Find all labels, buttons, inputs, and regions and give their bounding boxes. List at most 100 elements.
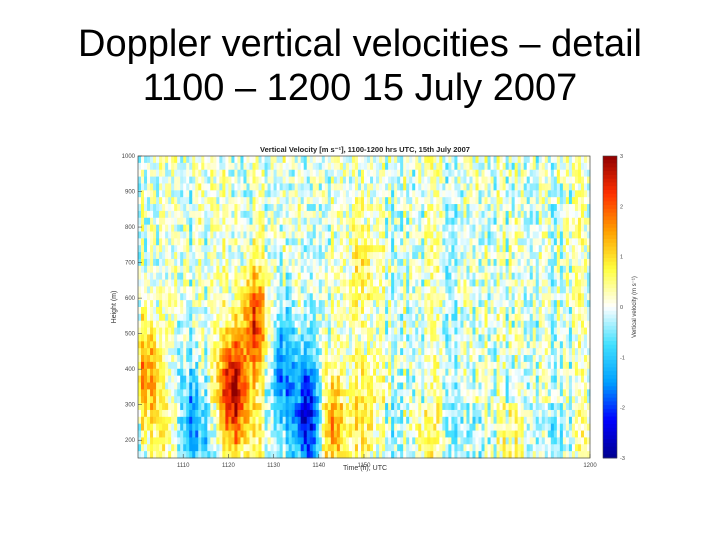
heatmap-cell <box>144 286 148 294</box>
heatmap-cell <box>240 300 244 308</box>
heatmap-cell <box>282 327 287 335</box>
heatmap-cell <box>174 293 178 301</box>
heatmap-cell <box>475 327 479 335</box>
heatmap-cell <box>192 403 196 411</box>
heatmap-cell <box>397 430 401 438</box>
heatmap-cell <box>457 334 461 342</box>
heatmap-cell <box>144 245 148 253</box>
heatmap-cell <box>451 307 455 315</box>
heatmap-cell <box>267 183 271 191</box>
heatmap-cell <box>219 313 223 322</box>
heatmap-cell <box>324 437 329 445</box>
heatmap-cell <box>264 169 268 177</box>
heatmap-cell <box>330 238 335 246</box>
heatmap-cell <box>198 265 202 274</box>
heatmap-cell <box>379 169 383 177</box>
heatmap-cell <box>267 355 271 363</box>
heatmap-cell <box>397 279 401 287</box>
heatmap-cell <box>231 176 235 184</box>
heatmap-cell <box>373 313 377 322</box>
heatmap-cell <box>430 272 434 280</box>
heatmap-cell <box>315 361 320 370</box>
heatmap-cell <box>267 375 271 383</box>
heatmap-cell <box>270 286 274 294</box>
heatmap-cell <box>198 416 202 425</box>
heatmap-cell <box>364 313 368 322</box>
heatmap-cell <box>213 313 217 322</box>
heatmap-cell <box>457 396 461 404</box>
heatmap-cell <box>445 327 449 335</box>
heatmap-cell <box>144 279 148 287</box>
heatmap-cell <box>403 396 407 404</box>
heatmap-cell <box>394 416 398 425</box>
heatmap-cell <box>357 210 362 219</box>
heatmap-cell <box>165 231 169 239</box>
heatmap-cell <box>267 444 271 452</box>
heatmap-cell <box>276 279 281 287</box>
heatmap-cell <box>327 313 332 322</box>
heatmap-cell <box>478 217 482 226</box>
heatmap-cell <box>348 361 353 370</box>
heatmap-cell <box>144 272 148 280</box>
heatmap-cell <box>388 279 392 287</box>
heatmap-cell <box>153 361 157 370</box>
heatmap-cell <box>228 403 232 411</box>
heatmap-cell <box>364 382 368 390</box>
heatmap-cell <box>171 389 175 397</box>
heatmap-cell <box>327 341 332 349</box>
heatmap-cell <box>192 430 196 438</box>
heatmap-cell <box>249 416 253 425</box>
heatmap-cell <box>276 300 281 308</box>
heatmap-cell <box>442 293 446 301</box>
heatmap-cell <box>174 156 178 164</box>
heatmap-cell <box>195 430 199 438</box>
heatmap-cell <box>324 210 329 219</box>
heatmap-cell <box>463 156 467 164</box>
heatmap-cell <box>171 252 175 260</box>
heatmap-cell <box>207 416 211 425</box>
heatmap-cell <box>472 204 476 212</box>
heatmap-cell <box>403 183 407 191</box>
heatmap-cell <box>234 231 238 239</box>
heatmap-cell <box>189 348 193 356</box>
heatmap-cell <box>330 300 335 308</box>
heatmap-cell <box>204 258 208 267</box>
heatmap-cell <box>324 252 329 260</box>
heatmap-cell <box>165 307 169 315</box>
heatmap-cell <box>421 279 425 287</box>
heatmap-cell <box>394 286 398 294</box>
heatmap-cell <box>424 300 428 308</box>
heatmap-cell <box>138 409 142 418</box>
heatmap-cell <box>255 444 259 452</box>
heatmap-cell <box>460 162 464 171</box>
heatmap-cell <box>240 279 244 287</box>
heatmap-cell <box>315 210 320 219</box>
heatmap-cell <box>282 279 287 287</box>
heatmap-cell <box>430 162 434 171</box>
heatmap-cell <box>333 286 338 294</box>
heatmap-cell <box>364 210 368 219</box>
heatmap-cell <box>255 396 259 404</box>
heatmap-cell <box>156 361 160 370</box>
heatmap-cell <box>364 204 368 212</box>
heatmap-cell <box>318 279 323 287</box>
heatmap-cell <box>445 334 449 342</box>
heatmap-cell <box>294 162 299 171</box>
heatmap-cell <box>460 252 464 260</box>
heatmap-cell <box>418 272 422 280</box>
heatmap-cell <box>391 293 395 301</box>
heatmap-cell <box>336 348 341 356</box>
heatmap-cell <box>165 272 169 280</box>
heatmap-cell <box>463 382 467 390</box>
heatmap-cell <box>451 361 455 370</box>
heatmap-cell <box>442 300 446 308</box>
heatmap-cell <box>397 183 401 191</box>
heatmap-cell <box>342 224 347 232</box>
heatmap-cell <box>354 334 359 342</box>
heatmap-cell <box>228 217 232 226</box>
heatmap-cell <box>261 375 265 383</box>
heatmap-cell <box>364 156 368 164</box>
heatmap-cell <box>351 341 356 349</box>
heatmap-cell <box>258 327 262 335</box>
heatmap-cell <box>282 197 287 205</box>
